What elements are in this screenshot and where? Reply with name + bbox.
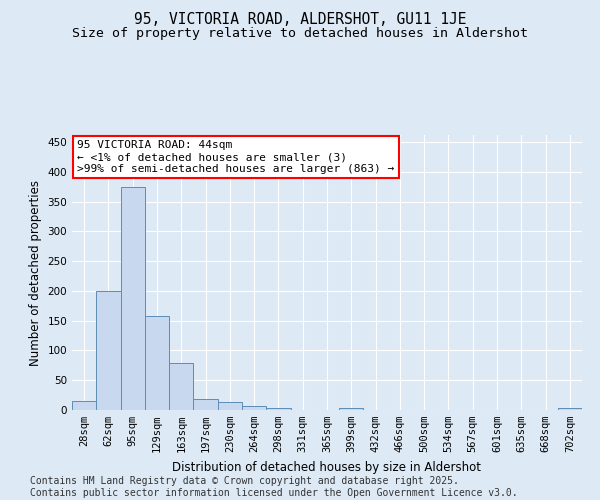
Bar (193, 398, 218, 410)
Bar (169, 363, 193, 410)
Bar (96, 291, 121, 410)
Bar (145, 316, 169, 410)
Bar (121, 187, 145, 410)
Text: Size of property relative to detached houses in Aldershot: Size of property relative to detached ho… (72, 28, 528, 40)
X-axis label: Distribution of detached houses by size in Aldershot: Distribution of detached houses by size … (173, 460, 482, 473)
Y-axis label: Number of detached properties: Number of detached properties (29, 180, 42, 366)
Text: Contains HM Land Registry data © Crown copyright and database right 2025.
Contai: Contains HM Land Registry data © Crown c… (30, 476, 518, 498)
Bar (218, 402, 242, 410)
Bar (558, 408, 582, 410)
Text: 95, VICTORIA ROAD, ALDERSHOT, GU11 1JE: 95, VICTORIA ROAD, ALDERSHOT, GU11 1JE (134, 12, 466, 28)
Text: 95 VICTORIA ROAD: 44sqm
← <1% of detached houses are smaller (3)
>99% of semi-de: 95 VICTORIA ROAD: 44sqm ← <1% of detache… (77, 140, 394, 173)
Bar (72, 401, 96, 410)
Bar (339, 408, 364, 410)
Bar (266, 408, 290, 410)
Bar (242, 406, 266, 410)
